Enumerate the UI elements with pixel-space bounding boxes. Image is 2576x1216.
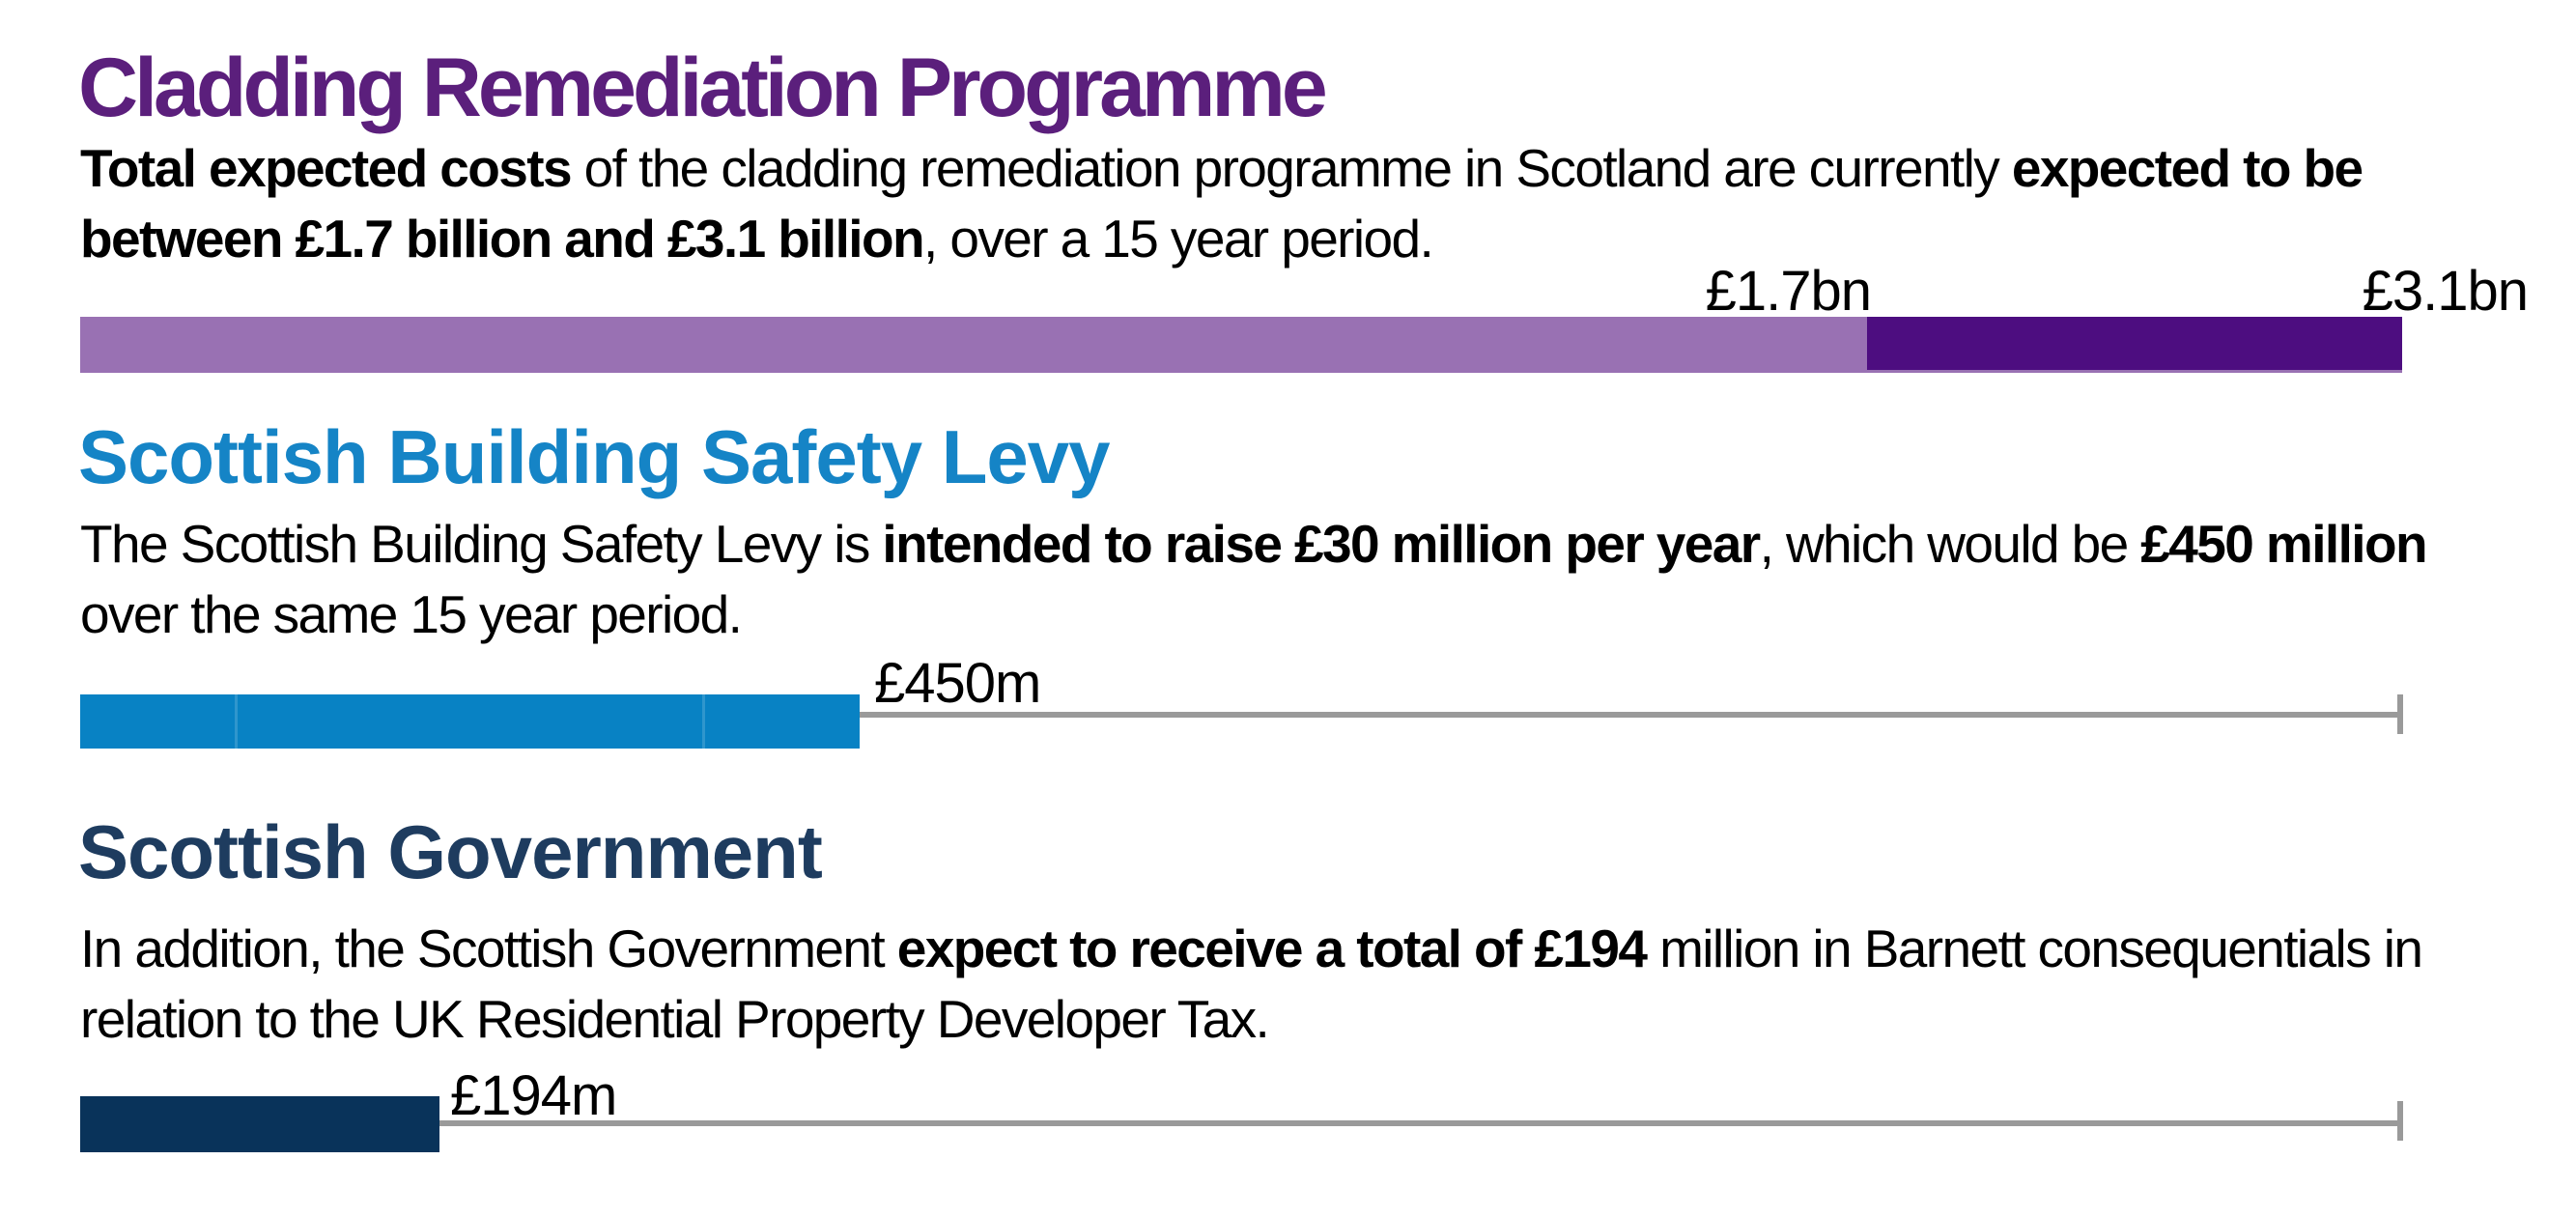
bar-label-low: £1.7bn bbox=[1705, 260, 1872, 323]
bar-segment-seam bbox=[235, 694, 238, 749]
levy-bar bbox=[80, 694, 860, 749]
section-heading-government: Scottish Government bbox=[78, 809, 823, 894]
bar-label-450m: £450m bbox=[874, 652, 1041, 715]
body-text: relation to the UK Residential Property … bbox=[80, 989, 1270, 1049]
government-bar bbox=[80, 1096, 439, 1152]
section-body-levy: The Scottish Building Safety Levy is int… bbox=[80, 509, 2428, 650]
body-text-bold: expected to be bbox=[2011, 138, 2364, 198]
bar-label-high: £3.1bn bbox=[2362, 260, 2529, 323]
body-text: of the cladding remediation programme in… bbox=[570, 138, 2012, 198]
cladding-bar-high-range bbox=[1867, 317, 2402, 370]
body-text: , which would be bbox=[1759, 514, 2141, 574]
axis-line-levy bbox=[860, 712, 2397, 718]
body-text: million in Barnett consequentials in bbox=[1646, 919, 2423, 978]
axis-line-government bbox=[439, 1120, 2397, 1126]
axis-end-tick-levy bbox=[2397, 694, 2403, 734]
body-text-bold: expect to receive a total of £194 bbox=[896, 919, 1648, 978]
axis-end-tick-government bbox=[2397, 1101, 2403, 1141]
body-text: over the same 15 year period. bbox=[80, 584, 743, 644]
body-text-bold: between £1.7 billion and £3.1 billion bbox=[80, 209, 925, 269]
bar-label-194m: £194m bbox=[450, 1064, 617, 1127]
bar-segment-seam bbox=[702, 694, 705, 749]
body-text: The Scottish Building Safety Levy is bbox=[80, 514, 883, 574]
body-text-bold: intended to raise £30 million per year bbox=[882, 514, 1761, 574]
section-heading-cladding: Cladding Remediation Programme bbox=[78, 42, 1328, 134]
body-text: In addition, the Scottish Government bbox=[80, 919, 897, 978]
body-text-bold: Total expected costs bbox=[80, 138, 573, 198]
body-text-bold: £450 million bbox=[2140, 514, 2427, 574]
section-heading-levy: Scottish Building Safety Levy bbox=[78, 414, 1111, 499]
body-text: , over a 15 year period. bbox=[922, 209, 1434, 269]
section-body-cladding: Total expected costs of the cladding rem… bbox=[80, 133, 2364, 274]
section-body-government: In addition, the Scottish Government exp… bbox=[80, 914, 2423, 1055]
